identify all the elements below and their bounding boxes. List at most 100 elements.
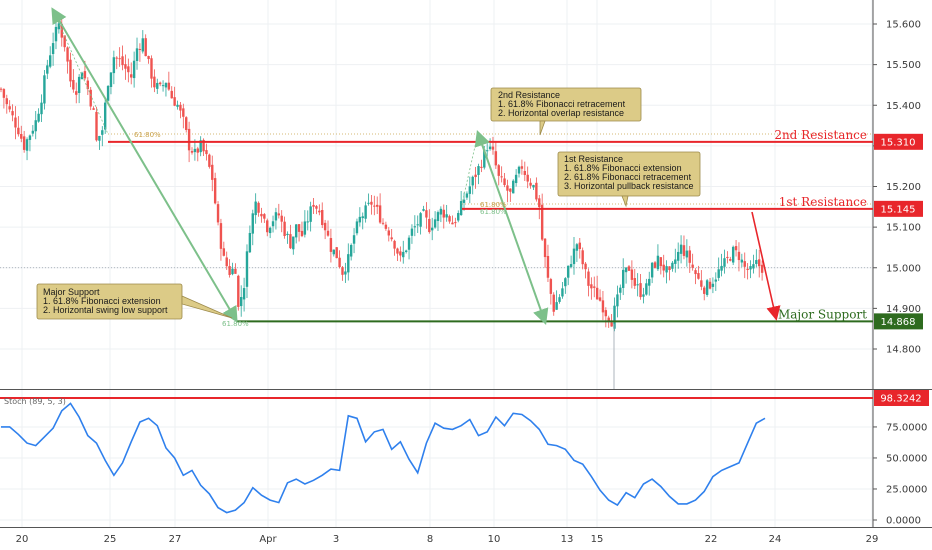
candle-body [25, 139, 29, 151]
candle-body [439, 208, 443, 215]
candle-body [746, 268, 749, 270]
candle-body [601, 300, 605, 313]
annotation-support-line-2: 2. Horizontal swing low support [43, 305, 168, 315]
projection-arrow [751, 211, 781, 321]
candle-body [185, 117, 188, 130]
candle-body [584, 263, 587, 270]
candle-body [69, 59, 72, 82]
candle-body [115, 57, 118, 59]
candle-body [676, 251, 680, 261]
fib-label-3: 61.80% [480, 208, 507, 216]
candle-body [124, 64, 127, 69]
candle-body [474, 174, 477, 178]
price-axis-tick-label: 15.100 [886, 223, 921, 234]
candle-body [118, 58, 121, 60]
candle-body [132, 60, 136, 79]
level-price-tag [874, 200, 923, 217]
candle-body [349, 244, 353, 257]
candle-body [688, 250, 691, 263]
candle-body [358, 216, 362, 223]
candle-body [462, 199, 466, 203]
candle-body [153, 76, 156, 88]
candle-body [621, 269, 625, 288]
candle-body [219, 223, 223, 249]
candle-body [364, 205, 367, 219]
candle-body [642, 294, 645, 297]
candle-body [451, 222, 454, 225]
candle-body [48, 55, 52, 67]
candle-body [723, 258, 726, 267]
candle-body [286, 233, 289, 236]
candle-body [306, 221, 309, 223]
annotation-1st-line-3: 3. Horizontal pullback resistance [564, 181, 694, 191]
time-axis-ticks: 20 25 27 Apr 3 8 10 13 15 22 24 29 [16, 534, 879, 545]
candle-body [228, 266, 231, 275]
candle-body [92, 108, 95, 110]
candle-body [393, 240, 396, 249]
candle-body [190, 151, 194, 153]
candle-body [248, 232, 252, 253]
candle-body [173, 97, 176, 106]
candle-body [144, 38, 147, 57]
candle-body [321, 210, 324, 226]
candle-body [517, 166, 521, 174]
candle-body [509, 188, 512, 192]
fib-connector-2 [461, 132, 479, 205]
stoch-ref-tag [874, 390, 929, 406]
candle-body [729, 259, 732, 261]
candle-body [376, 204, 379, 207]
candle-body [685, 250, 689, 258]
candle-body [2, 89, 6, 98]
candle-body [66, 47, 69, 62]
candle-body [714, 279, 718, 282]
annotation-support-line-1: 1. 61.8% Fibonacci extension [43, 296, 161, 306]
candle-body [413, 226, 417, 228]
candle-body [17, 127, 20, 135]
candle-body [260, 213, 263, 217]
time-axis-tick-label: 8 [427, 534, 433, 545]
candle-body [216, 204, 220, 223]
candle-body [399, 251, 402, 256]
candle-body [610, 322, 613, 327]
candle-body [292, 236, 295, 250]
candle-body [303, 221, 307, 235]
candle-body [251, 213, 254, 234]
candle-body [755, 260, 758, 264]
stoch-axis-tick-label: 50.0000 [886, 453, 927, 464]
candle-body [717, 269, 720, 278]
candle-body [294, 224, 298, 238]
candle-body [5, 98, 8, 105]
annotation-major-support: Major Support 1. 61.8% Fibonacci extensi… [36, 283, 233, 320]
candle-body [370, 201, 373, 205]
candle-body [627, 266, 631, 271]
candle-body [705, 280, 709, 295]
candle-body [682, 245, 686, 256]
level-price-tag-text: 15.310 [881, 137, 916, 148]
candle-body [167, 82, 171, 90]
horizontal-gridlines [0, 23, 873, 521]
annotation-2nd-line-2: 2. Horizontal overlap resistance [498, 108, 624, 118]
candle-body [468, 186, 472, 194]
candle-body [494, 151, 498, 166]
candle-body [590, 284, 593, 289]
candle-body [662, 264, 665, 271]
candle-body [161, 85, 165, 87]
candle-body [760, 264, 764, 273]
stoch-axis-tick-label: 25.0000 [886, 484, 927, 495]
candle-body [237, 275, 240, 307]
candle-body [433, 219, 437, 228]
candle-body [700, 280, 703, 287]
stoch-series [1, 402, 766, 514]
candle-body [407, 237, 411, 250]
candle-body [312, 204, 315, 207]
fib-label-4: 61.80% [222, 320, 249, 328]
price-axis-tick-label: 15.200 [886, 182, 921, 193]
price-axis-tick-label: 15.500 [886, 60, 921, 71]
candle-body [428, 218, 431, 233]
candle-body [410, 228, 414, 236]
candle-body [22, 136, 26, 150]
candle-body [332, 249, 336, 255]
candle-body [0, 88, 3, 90]
candle-body [471, 176, 474, 186]
candle-body [575, 244, 579, 251]
